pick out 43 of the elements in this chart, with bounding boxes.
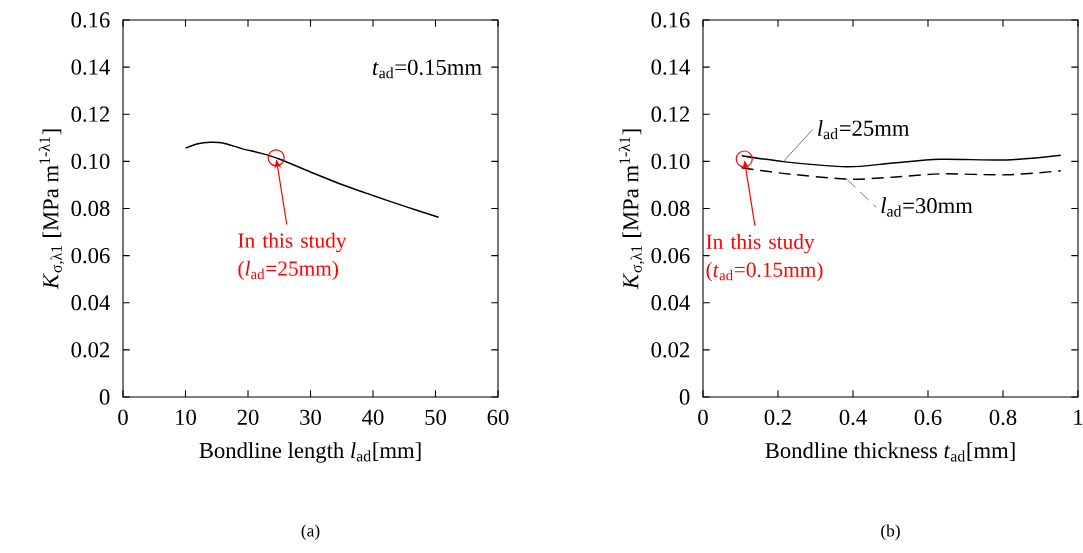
annotation: In this study (l$_{ad}$=25mm)	[238, 232, 347, 281]
x-tick-label: 20	[237, 409, 259, 425]
y-axis-title: K$_{σ,λ1}$ [MPa m$^{1-λ1}$]	[618, 129, 645, 290]
x-tick-label: 0.6	[914, 409, 942, 426]
x-axis-title: Bondline thickness t$_{ad}$[mm]	[765, 442, 1015, 462]
y-tick-label: 0.08	[651, 200, 690, 217]
x-tick-label: 0	[118, 409, 128, 425]
y-tick-label: 0.16	[651, 12, 690, 28]
line-series	[184, 141, 440, 218]
y-tick-label: 0.02	[651, 342, 690, 358]
y-tick-label: 0.12	[71, 106, 110, 122]
series-label: l$_{ad}$=25mm	[818, 119, 910, 140]
y-tick-label: 0	[679, 389, 690, 405]
x-tick-label: 60	[487, 409, 509, 425]
y-tick-label: 0.14	[651, 59, 690, 75]
x-tick-label: 0	[698, 409, 708, 425]
y-tick-label: 0	[99, 389, 110, 405]
y-tick-label: 0.10	[71, 153, 110, 170]
x-tick-label: 0.4	[839, 409, 867, 426]
x-tick-label: 40	[362, 409, 384, 425]
y-tick-label: 0.08	[71, 200, 110, 217]
annotation: t$_{ad}$=0.15mm	[372, 59, 482, 79]
x-tick-label: 1	[1074, 409, 1083, 425]
y-tick-label: 0.10	[651, 153, 690, 170]
y-tick-label: 0.04	[651, 295, 690, 311]
legend-label: l$_{ad}$=30mm	[881, 197, 973, 217]
y-tick-label: 0.06	[651, 247, 690, 264]
annotation: In this study (t$_{ad}$=0.15mm)	[706, 233, 823, 282]
x-tick-label: 30	[300, 409, 321, 425]
y-tick-label: 0.12	[651, 106, 690, 122]
y-tick-label: 0.02	[71, 342, 110, 358]
y-tick-label: 0.04	[71, 295, 110, 311]
y-tick-label: 0.06	[71, 247, 110, 264]
x-tick-label: 10	[176, 409, 196, 425]
x-tick-label: 0.8	[989, 409, 1017, 426]
x-tick-label: 50	[425, 409, 446, 425]
text: (a)	[301, 524, 320, 541]
text: (b)	[881, 524, 900, 541]
y-tick-label: 0.14	[71, 59, 110, 75]
y-tick-label: 0.16	[71, 12, 110, 28]
x-axis-title: Bondline length l$_{ad}$[mm]	[199, 442, 421, 463]
x-tick-label: 0.2	[764, 409, 791, 426]
y-axis-title: K$_{σ,λ1}$ [MPa m$^{1-λ1}$]	[38, 129, 65, 290]
